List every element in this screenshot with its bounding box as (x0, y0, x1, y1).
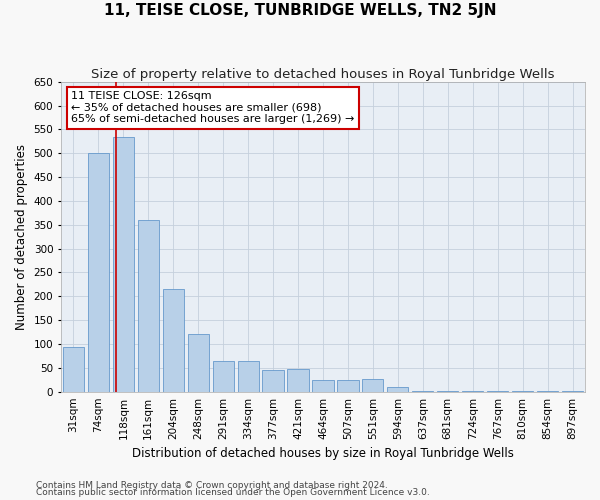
X-axis label: Distribution of detached houses by size in Royal Tunbridge Wells: Distribution of detached houses by size … (132, 447, 514, 460)
Bar (412, 390, 433, 392)
Bar (562, 390, 583, 392)
Bar (88, 153, 109, 392)
Bar (487, 390, 508, 392)
Bar (387, 387, 409, 392)
Bar (63, 348, 84, 392)
Bar (537, 390, 558, 392)
Bar (462, 390, 484, 392)
Bar (137, 220, 159, 392)
Text: 11, TEISE CLOSE, TUNBRIDGE WELLS, TN2 5JN: 11, TEISE CLOSE, TUNBRIDGE WELLS, TN2 5J… (104, 2, 496, 18)
Bar (313, 380, 334, 392)
Bar (163, 289, 184, 392)
Bar (287, 370, 308, 392)
Bar (238, 360, 259, 392)
Bar (262, 370, 284, 392)
Bar (188, 334, 209, 392)
Text: 11 TEISE CLOSE: 126sqm
← 35% of detached houses are smaller (698)
65% of semi-de: 11 TEISE CLOSE: 126sqm ← 35% of detached… (71, 91, 355, 124)
Bar (362, 379, 383, 392)
Bar (437, 390, 458, 392)
Bar (337, 380, 359, 392)
Bar (212, 360, 234, 392)
Text: Contains HM Land Registry data © Crown copyright and database right 2024.: Contains HM Land Registry data © Crown c… (36, 480, 388, 490)
Text: Contains public sector information licensed under the Open Government Licence v3: Contains public sector information licen… (36, 488, 430, 497)
Title: Size of property relative to detached houses in Royal Tunbridge Wells: Size of property relative to detached ho… (91, 68, 555, 80)
Y-axis label: Number of detached properties: Number of detached properties (15, 144, 28, 330)
Bar (512, 390, 533, 392)
Bar (113, 136, 134, 392)
